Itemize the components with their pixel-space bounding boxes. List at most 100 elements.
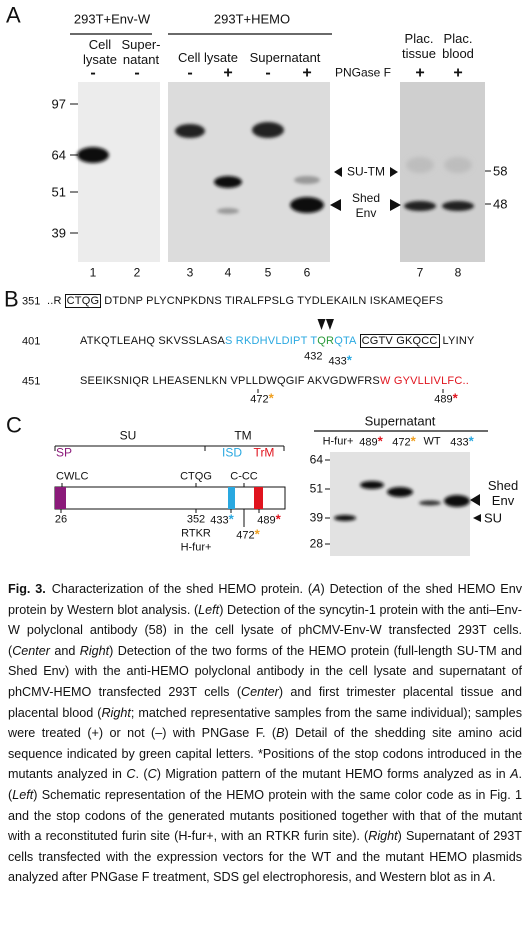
domain-label: ISD <box>221 445 243 460</box>
label-text: 432 <box>304 350 323 363</box>
lane-number: 6 <box>303 265 311 280</box>
lane-number: 7 <box>416 265 424 280</box>
stop-star: * <box>452 390 458 406</box>
caption-text: A <box>510 767 519 782</box>
label-text: 489 <box>257 514 276 527</box>
stop-star: * <box>254 526 260 542</box>
caption-text: C <box>147 767 157 782</box>
sequence-line: SEEIKSNIQR LHEASENLKN VPLLDWQGIF AKVGDWF… <box>80 374 469 389</box>
caption-text: and <box>50 643 80 658</box>
lane-label: WT <box>423 435 440 450</box>
mw-label: 28 <box>309 536 323 551</box>
mw-label: 48 <box>493 196 508 212</box>
mw-ticks <box>325 459 330 545</box>
mw-label: 51 <box>309 481 323 496</box>
caption-text: Characterization of the shed HEMO protei… <box>51 582 313 596</box>
caption-text: ; matched representative samples from th… <box>8 705 522 741</box>
label-text: 433 <box>450 436 469 449</box>
band-arrows <box>470 494 481 522</box>
sequence-segment: ATKQTLEAHQ SKVSSLASA <box>80 335 226 347</box>
band-label: SU-TM <box>347 164 385 179</box>
group-label: 293T+Env-W <box>73 11 151 27</box>
stop-star: * <box>275 511 281 527</box>
label-text: 489 <box>359 436 378 449</box>
caption-text: A <box>483 870 493 885</box>
site-label: 489* <box>434 391 458 408</box>
band-label: SU <box>484 510 503 526</box>
position-label: 352 <box>187 513 205 528</box>
position-label: 489* <box>257 512 281 529</box>
isd-domain <box>228 487 235 509</box>
label-text: 352 <box>186 513 206 526</box>
column-label: Plac. tissue <box>402 31 436 61</box>
label-text: 433 <box>328 355 347 368</box>
sequence-segment: S RKDHVLDIPT T <box>225 335 318 347</box>
mw-label: 39 <box>51 225 66 241</box>
caption-text: ) Detail of the shedding site amino acid… <box>8 726 522 782</box>
sequence-segment: SEEIKSNIQR LHEASENLKN VPLLDWQGIF AKVGDWF… <box>80 375 380 387</box>
caption-text: ) Schematic representation of the HEMO p… <box>8 787 522 844</box>
treatment-sign: + <box>415 64 425 82</box>
label-text: H-fur+ <box>322 435 354 448</box>
lane-number: 1 <box>89 265 97 280</box>
site-label: 472* <box>250 391 274 408</box>
caption-text: . ( <box>8 767 522 802</box>
column-label: Cell lysate <box>178 50 238 65</box>
caption-text: C <box>126 767 136 782</box>
site-arrow <box>317 319 326 330</box>
stop-star: * <box>268 390 274 406</box>
caption-text: ) Detection of the syncytin-1 protein wi… <box>8 602 523 658</box>
stop-star: * <box>346 352 352 368</box>
domain-label: TrM <box>253 445 275 460</box>
label-text: 433 <box>210 514 229 527</box>
column-label: Supernatant <box>249 50 321 65</box>
sequence-segment: QR <box>317 335 335 347</box>
treatment-sign: - <box>90 64 96 82</box>
bands <box>334 481 470 521</box>
motif-label: CWLC <box>56 470 89 483</box>
site-arrow <box>325 319 334 330</box>
furin-label: H-fur+ <box>180 541 212 554</box>
stop-star: * <box>410 433 416 449</box>
site-label: 433* <box>328 353 352 370</box>
group-label: 293T+HEMO <box>213 11 291 27</box>
label-text: 472 <box>236 529 255 542</box>
residue-number: 451 <box>22 375 41 388</box>
column-label: Cell lysate <box>83 37 117 67</box>
lane-label: H-fur+ <box>323 435 354 450</box>
label-text: WT <box>423 435 441 448</box>
panel-label: C <box>6 412 22 438</box>
label-text: 26 <box>54 513 68 526</box>
blot <box>400 82 485 262</box>
band-label: Shed Env <box>487 478 519 508</box>
treatment-sign: - <box>134 64 140 82</box>
site-label: 432 <box>304 350 322 365</box>
lane-number: 5 <box>264 265 272 280</box>
position-label: 433* <box>210 512 234 529</box>
mw-label: 64 <box>51 147 66 163</box>
caption-text: ) Migration pattern of the mutant HEMO f… <box>156 767 511 782</box>
caption-text: Left <box>198 602 220 617</box>
mw-label: 64 <box>309 452 323 467</box>
boxed-motif: CTQG <box>64 294 102 308</box>
sequence-line: ATKQTLEAHQ SKVSSLASAS RKDHVLDIPT TQRQTA C… <box>80 334 475 349</box>
caption-label: Fig. 3. <box>8 582 46 596</box>
sequence-line: ..R CTQG DTDNP PLYCNPKDNS TIRALFPSLG TYDLE… <box>47 294 443 309</box>
blot <box>168 82 330 262</box>
stop-star: * <box>228 511 234 527</box>
sequence-segment: W GYVLLIVLFC.. <box>379 375 469 387</box>
treatment-label: PNGase F <box>335 65 392 80</box>
caption-text: ) and first trimester placental tissue a… <box>8 684 522 720</box>
column-label: Plac. blood <box>442 31 474 61</box>
caption-text: Center <box>12 643 51 658</box>
furin-label: RTKR <box>181 527 211 540</box>
boxed-motif: CGTV GKQCC <box>359 334 440 348</box>
treatment-sign: - <box>187 64 193 82</box>
lane-number: 8 <box>454 265 462 280</box>
column-label: Super-natant <box>121 37 161 67</box>
bands <box>77 122 474 214</box>
protein-bar <box>54 486 286 510</box>
lane-label: 433* <box>450 434 474 451</box>
lane-label: 472* <box>392 434 416 451</box>
